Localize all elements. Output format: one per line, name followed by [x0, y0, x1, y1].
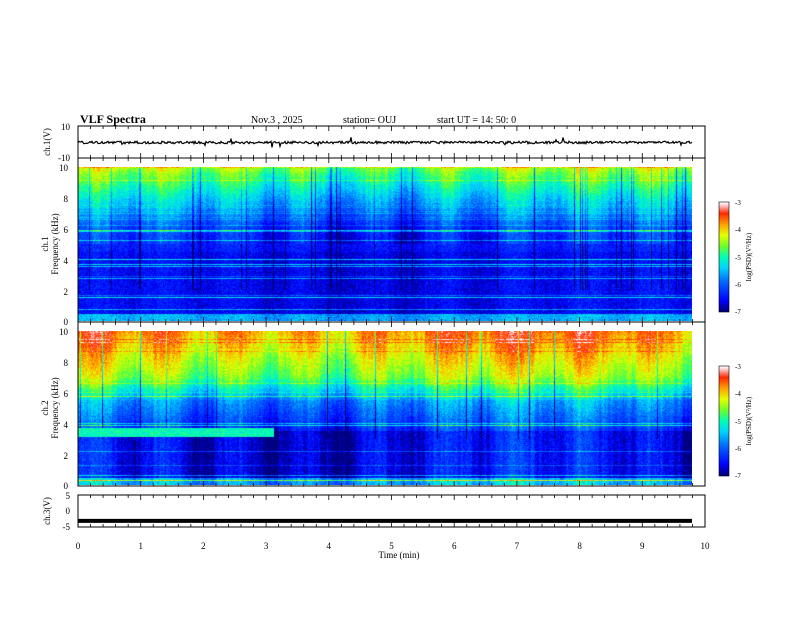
ch2-ytick-6: 6: [64, 389, 69, 399]
ch1-spectrogram-ylabel: ch.1: [40, 236, 50, 251]
xtick-7: 7: [515, 541, 520, 551]
ch1-ytick-0: 0: [64, 317, 69, 327]
ch1-ytick-4: 4: [64, 256, 69, 266]
xtick-9: 9: [640, 541, 645, 551]
ch2-cbar-tick-m7: -7: [735, 472, 741, 480]
ch2-cbar-tick-m3: -3: [735, 363, 741, 371]
ch2-spectrogram-panel: 0 2 4 6 8 10 ch.2 Frequency (kHz) -3 -4 …: [40, 321, 753, 491]
ch1-spectrogram-image: [78, 167, 692, 321]
xtick-5: 5: [389, 541, 394, 551]
ch1-waveform-line: [77, 137, 693, 149]
ch2-spectrogram-image: [78, 331, 692, 485]
ch2-ytick-8: 8: [64, 358, 69, 368]
ch1-colorbar-image: [719, 202, 729, 312]
ch3-waveform-ylabel: ch.3(V): [42, 497, 52, 525]
xtick-10: 10: [701, 541, 711, 551]
ch1-cbar-tick-m3: -3: [735, 199, 741, 207]
ch2-ytick-0: 0: [64, 481, 69, 491]
station-label: station= OUJ: [343, 115, 396, 126]
start-time-label: start UT = 14: 50: 0: [437, 115, 516, 126]
xtick-4: 4: [327, 541, 332, 551]
ch2-ytick-10: 10: [59, 327, 69, 337]
ch2-ytick-4: 4: [64, 420, 69, 430]
ch1-waveform-panel: 10 -10 ch.1(V): [42, 122, 706, 163]
ch1-frequency-ylabel: Frequency (kHz): [50, 213, 60, 274]
ch1-ytick-bottom: -10: [58, 153, 70, 163]
xtick-1: 1: [138, 541, 143, 551]
ch1-spectrogram-panel: 0 2 4 6 8 10 ch.1 Frequency (kHz) -3 -4 …: [40, 157, 753, 327]
figure-title: VLF Spectra: [80, 112, 146, 126]
ch1-colorbar-label: log(PSD)(V²/Hz): [745, 232, 753, 281]
ch1-colorbar-frame: [718, 201, 730, 313]
ch2-frequency-ylabel: Frequency (kHz): [50, 377, 60, 438]
ch1-ytick-8: 8: [64, 194, 69, 204]
ch2-cbar-tick-m4: -4: [735, 390, 741, 398]
ch1-ytick-top: 10: [61, 122, 71, 132]
ch2-cbar-tick-m6: -6: [735, 445, 741, 453]
ch1-waveform-ylabel: ch.1(V): [42, 128, 52, 156]
ch1-ytick-10: 10: [59, 163, 69, 173]
ch2-ytick-2: 2: [64, 451, 69, 461]
ch2-colorbar-frame: [718, 365, 730, 477]
ch1-cbar-tick-m4: -4: [735, 226, 741, 234]
ch3-ytick-0: 0: [66, 506, 71, 516]
ch1-ytick-2: 2: [64, 287, 69, 297]
xtick-2: 2: [201, 541, 206, 551]
ch2-colorbar: -3 -4 -5 -6 -7 log(PSD)(V²/Hz): [718, 363, 753, 480]
ch1-ytick-6: 6: [64, 225, 69, 235]
ch1-cbar-tick-m7: -7: [735, 308, 741, 316]
ch1-cbar-tick-m6: -6: [735, 281, 741, 289]
ch2-colorbar-image: [719, 366, 729, 476]
ch2-cbar-tick-m5: -5: [735, 418, 741, 426]
ch2-spectrogram-ticks: [77, 322, 706, 486]
ch2-colorbar-label: log(PSD)(V²/Hz): [745, 396, 753, 445]
x-axis: 0 1 2 3 4 5 6 7 8 9 10 Time (min): [76, 541, 710, 560]
ch3-waveform-ticks: [77, 495, 706, 527]
x-axis-label: Time (min): [379, 550, 420, 560]
xtick-3: 3: [264, 541, 269, 551]
ch2-spectrogram-ylabel: ch.2: [40, 400, 50, 415]
xtick-6: 6: [452, 541, 457, 551]
xtick-8: 8: [577, 541, 582, 551]
xtick-0: 0: [76, 541, 81, 551]
ch1-colorbar: -3 -4 -5 -6 -7 log(PSD)(V²/Hz): [718, 199, 753, 316]
ch1-cbar-tick-m5: -5: [735, 254, 741, 262]
date-label: Nov.3 , 2025: [251, 115, 303, 126]
ch3-ytick-m5: -5: [63, 522, 71, 532]
ch3-waveform-panel: 5 0 -5 ch.3(V): [42, 491, 706, 532]
ch3-ytick-5: 5: [66, 491, 71, 501]
